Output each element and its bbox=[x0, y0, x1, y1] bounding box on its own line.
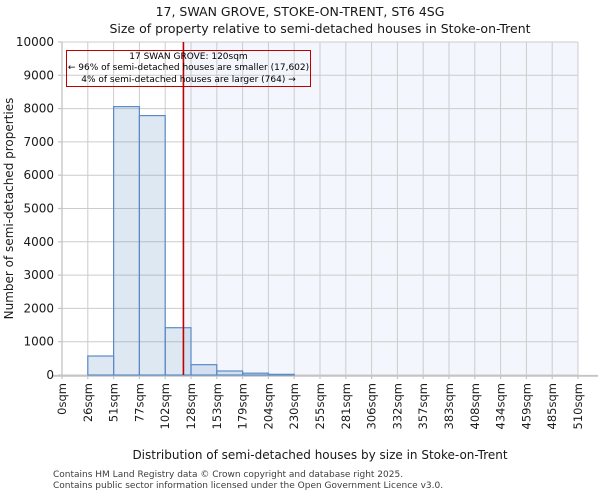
histogram-bar bbox=[164, 327, 192, 376]
x-tick-label: 153sqm bbox=[210, 383, 224, 429]
annotation-larger-line: 4% of semi-detached houses are larger (7… bbox=[81, 74, 296, 85]
x-tick-label: 510sqm bbox=[571, 383, 585, 429]
histogram-bar bbox=[112, 106, 140, 376]
footer-line-2: Contains public sector information licen… bbox=[53, 481, 444, 491]
x-tick-label: 128sqm bbox=[184, 383, 198, 429]
histogram-bar bbox=[267, 373, 295, 376]
x-tick-label: 77sqm bbox=[132, 383, 146, 422]
x-tick-label: 26sqm bbox=[81, 383, 95, 422]
histogram-bar bbox=[216, 370, 244, 376]
chart-subtitle: Size of property relative to semi-detach… bbox=[109, 21, 531, 36]
y-tick-label: 5000 bbox=[23, 202, 54, 216]
y-tick-label: 7000 bbox=[23, 135, 54, 149]
x-tick-label: 0sqm bbox=[55, 383, 69, 415]
x-axis-label: Distribution of semi-detached houses by … bbox=[132, 448, 508, 462]
x-tick-label: 306sqm bbox=[365, 383, 379, 429]
annotation-property-line: 17 SWAN GROVE: 120sqm bbox=[129, 52, 248, 62]
annotation-box: 17 SWAN GROVE: 120sqm ← 96% of semi-deta… bbox=[66, 50, 311, 87]
x-tick-label: 408sqm bbox=[468, 383, 482, 429]
annotation-smaller-line: ← 96% of semi-detached houses are smalle… bbox=[67, 63, 310, 74]
x-tick-label: 255sqm bbox=[313, 383, 327, 429]
histogram-bar bbox=[242, 372, 270, 376]
x-tick-label: 281sqm bbox=[339, 383, 353, 429]
x-tick-label: 383sqm bbox=[442, 383, 456, 429]
y-tick-label: 6000 bbox=[23, 168, 54, 182]
y-tick-label: 9000 bbox=[23, 68, 54, 82]
y-tick-label: 0 bbox=[46, 368, 54, 382]
x-tick-label: 357sqm bbox=[416, 383, 430, 429]
y-tick-label: 1000 bbox=[23, 335, 54, 349]
y-tick-label: 4000 bbox=[23, 235, 54, 249]
x-tick-label: 485sqm bbox=[545, 383, 559, 429]
histogram-bar bbox=[87, 355, 115, 376]
footer-line-1: Contains HM Land Registry data © Crown c… bbox=[53, 470, 404, 480]
y-axis-label: Number of semi-detached properties bbox=[2, 98, 16, 320]
footer-attribution: Contains HM Land Registry data © Crown c… bbox=[53, 470, 593, 492]
x-tick-label: 459sqm bbox=[519, 383, 533, 429]
histogram-bar bbox=[190, 364, 218, 376]
histogram-bar bbox=[138, 114, 166, 376]
chart-title: 17, SWAN GROVE, STOKE-ON-TRENT, ST6 4SG bbox=[155, 4, 445, 19]
x-tick-label: 204sqm bbox=[261, 383, 275, 429]
x-tick-label: 434sqm bbox=[494, 383, 508, 429]
y-tick-label: 3000 bbox=[23, 268, 54, 282]
x-tick-label: 230sqm bbox=[287, 383, 301, 429]
x-tick-label: 51sqm bbox=[107, 383, 121, 422]
y-tick-label: 8000 bbox=[23, 102, 54, 116]
y-tick-label: 2000 bbox=[23, 301, 54, 315]
x-tick-label: 179sqm bbox=[236, 383, 250, 429]
x-tick-label: 102sqm bbox=[158, 383, 172, 429]
y-tick-label: 10000 bbox=[16, 35, 54, 49]
x-tick-label: 332sqm bbox=[390, 383, 404, 429]
